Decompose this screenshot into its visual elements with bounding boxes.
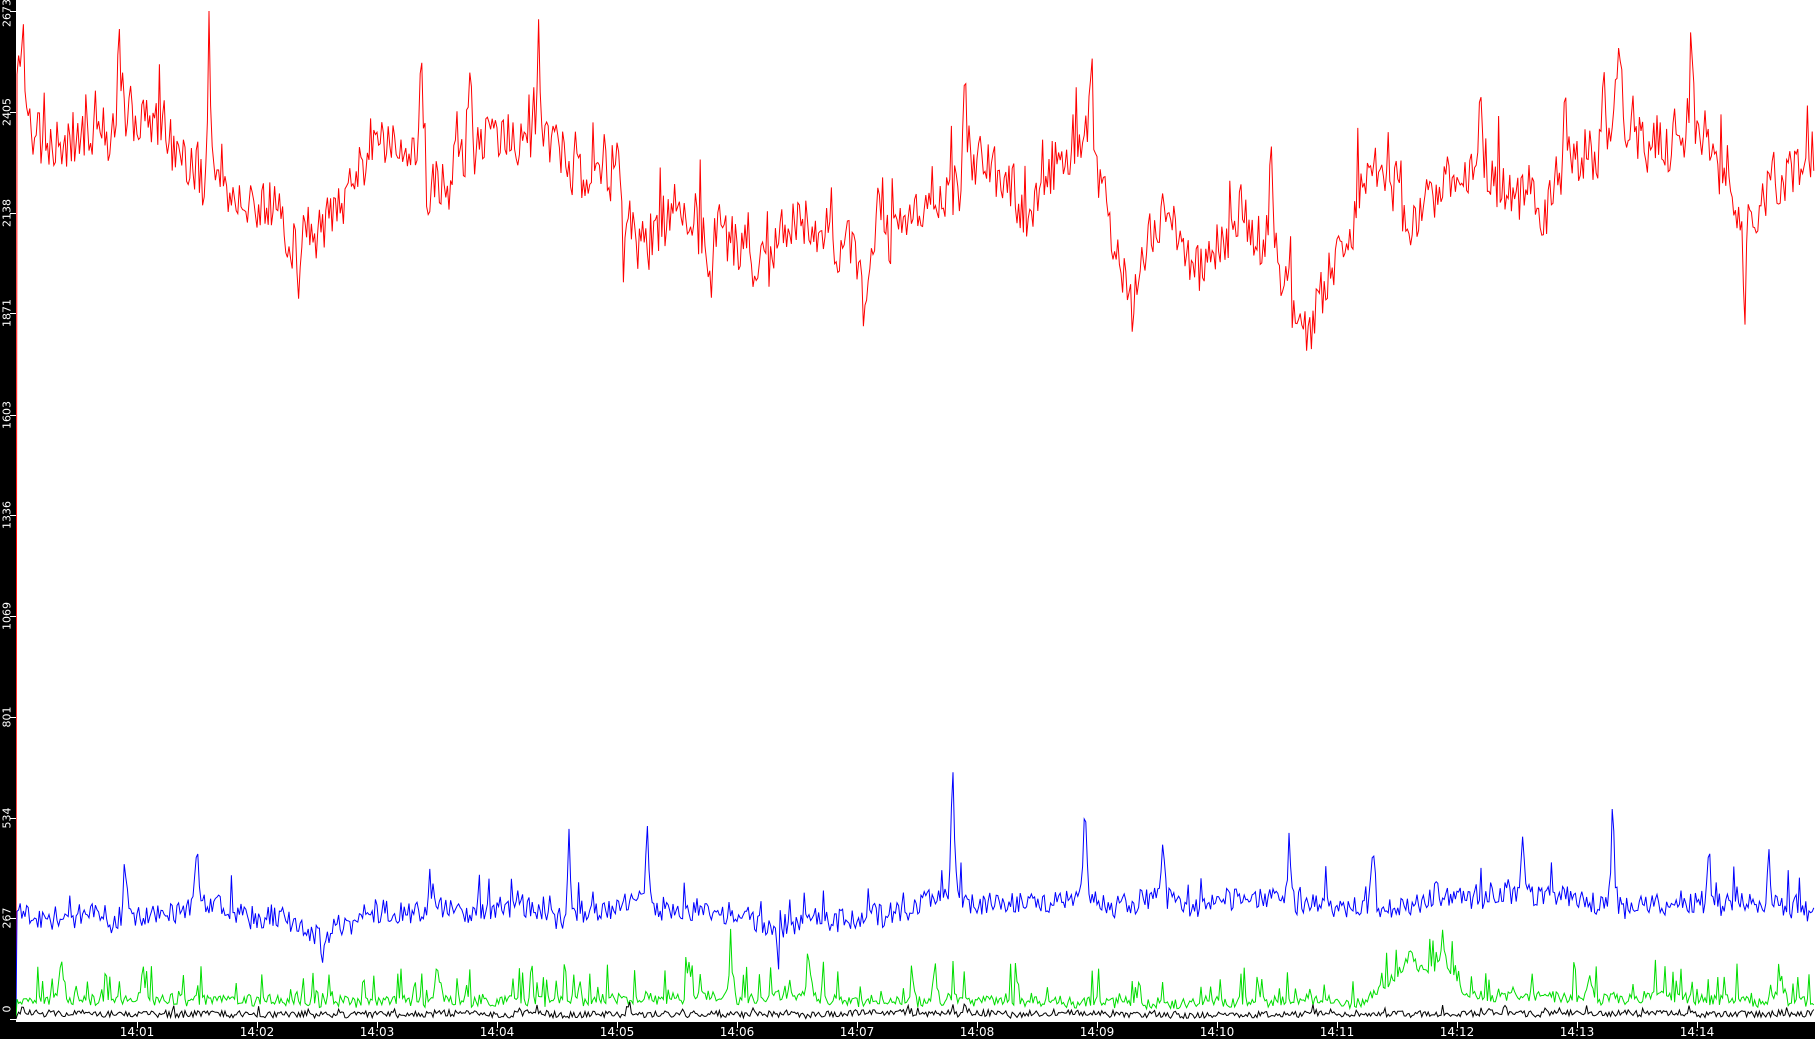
y-axis-tick: [10, 818, 16, 819]
y-axis-label: 801: [0, 706, 14, 728]
y-axis-tick: [10, 313, 16, 314]
y-axis-label: 1336: [0, 501, 14, 530]
x-axis-label: 14:13: [1559, 1025, 1595, 1039]
x-axis-label: 14:02: [239, 1025, 275, 1039]
x-axis-tick: [737, 1022, 738, 1028]
x-axis-tick: [1457, 1022, 1458, 1028]
x-axis-tick: [1337, 1022, 1338, 1028]
x-axis-label: 14:12: [1439, 1025, 1475, 1039]
y-axis-label: 534: [0, 807, 14, 829]
blue-series: [15, 772, 1815, 1020]
x-axis-tick: [977, 1022, 978, 1028]
x-axis-label: 14:11: [1319, 1025, 1355, 1039]
x-axis-label: 14:01: [119, 1025, 155, 1039]
x-axis-tick: [1697, 1022, 1698, 1028]
y-axis-tick: [10, 515, 16, 516]
y-axis-label: 2405: [0, 98, 14, 127]
x-axis-label: 14:14: [1679, 1025, 1715, 1039]
y-axis-label: 2673: [0, 0, 14, 27]
x-axis-strip: 14:01 14:02 14:03 14:04 14:05 14:06 14:07 14:08…: [0, 1022, 1815, 1039]
green-series: [15, 928, 1815, 1020]
y-axis-label: 267: [0, 907, 14, 929]
x-axis-tick: [1577, 1022, 1578, 1028]
x-axis-label: 14:08: [959, 1025, 995, 1039]
x-axis-tick: [377, 1022, 378, 1028]
y-axis-strip: 0 267 534 801 1069 1336 1603 1871 2138 2405 2673: [0, 0, 16, 1039]
y-axis-tick: [10, 1019, 16, 1020]
x-axis-label: 14:05: [599, 1025, 635, 1039]
black-series: [15, 1001, 1815, 1020]
y-axis-tick: [10, 112, 16, 113]
y-axis-tick: [10, 717, 16, 718]
y-axis-tick: [10, 918, 16, 919]
y-axis-tick: [10, 213, 16, 214]
x-axis-label: 14:04: [479, 1025, 515, 1039]
x-axis-tick: [857, 1022, 858, 1028]
x-axis-tick: [1217, 1022, 1218, 1028]
y-axis-tick: [10, 415, 16, 416]
y-axis-label: 1069: [0, 601, 14, 630]
y-axis-label: 0: [0, 1005, 14, 1013]
y-axis-tick: [10, 616, 16, 617]
x-axis-tick: [137, 1022, 138, 1028]
x-axis-label: 14:06: [719, 1025, 755, 1039]
x-axis-tick: [617, 1022, 618, 1028]
x-axis-tick: [257, 1022, 258, 1028]
x-axis-tick: [497, 1022, 498, 1028]
red-series: [15, 10, 1815, 1020]
y-axis-label: 1871: [0, 299, 14, 328]
y-axis-label: 1603: [0, 400, 14, 429]
x-axis-label: 14:07: [839, 1025, 875, 1039]
x-axis-label: 14:09: [1079, 1025, 1115, 1039]
x-axis-label: 14:10: [1199, 1025, 1235, 1039]
y-axis-label: 2138: [0, 198, 14, 227]
x-axis-label: 14:03: [359, 1025, 395, 1039]
y-axis-tick: [10, 11, 16, 12]
x-axis-tick: [1097, 1022, 1098, 1028]
